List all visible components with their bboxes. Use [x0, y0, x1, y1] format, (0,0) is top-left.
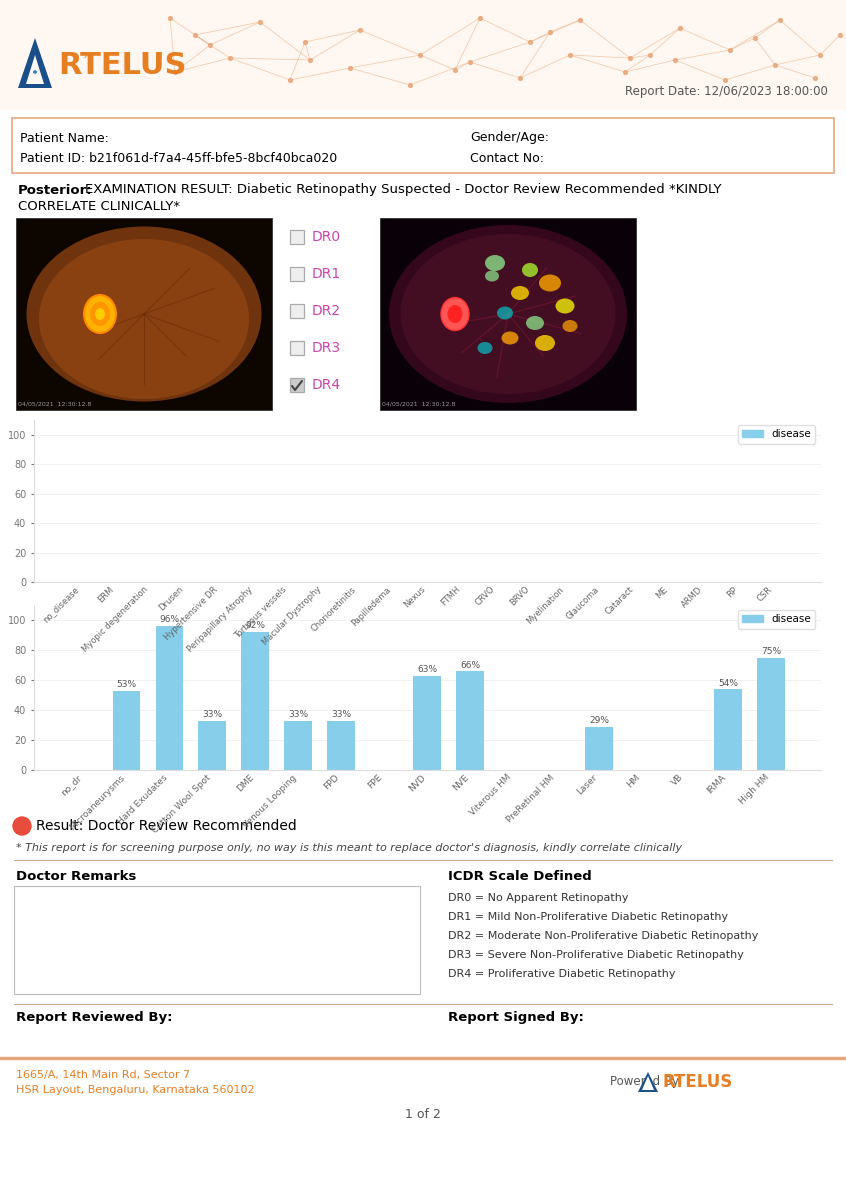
Text: DR0: DR0 [312, 230, 341, 244]
Text: 1665/A, 14th Main Rd, Sector 7: 1665/A, 14th Main Rd, Sector 7 [16, 1070, 190, 1080]
Text: 92%: 92% [245, 622, 266, 630]
Bar [199, 720, 227, 770]
Ellipse shape [95, 308, 105, 320]
Text: 04/05/2021  12:30:12.8: 04/05/2021 12:30:12.8 [18, 402, 91, 407]
Text: Powered By: Powered By [610, 1075, 679, 1088]
FancyBboxPatch shape [0, 0, 846, 110]
Text: Report Date: 12/06/2023 18:00:00: Report Date: 12/06/2023 18:00:00 [625, 85, 828, 98]
Text: Gender/Age:: Gender/Age: [470, 132, 549, 144]
Ellipse shape [511, 286, 529, 300]
Bar [456, 671, 484, 770]
Ellipse shape [522, 263, 538, 277]
Text: 54%: 54% [718, 678, 738, 688]
Text: DR1: DR1 [312, 266, 341, 281]
Bar [413, 676, 442, 770]
Ellipse shape [389, 226, 627, 403]
Text: DR4: DR4 [312, 378, 341, 392]
Text: Posterior:: Posterior: [18, 184, 92, 197]
FancyBboxPatch shape [14, 886, 420, 994]
Text: ICDR Scale Defined: ICDR Scale Defined [448, 870, 591, 882]
Text: DR2 = Moderate Non-Proliferative Diabetic Retinopathy: DR2 = Moderate Non-Proliferative Diabeti… [448, 931, 758, 941]
Ellipse shape [485, 270, 499, 282]
Text: 96%: 96% [159, 616, 179, 624]
Text: CORRELATE CLINICALLY*: CORRELATE CLINICALLY* [18, 200, 180, 214]
Legend: disease: disease [739, 611, 816, 629]
Ellipse shape [502, 331, 519, 344]
Ellipse shape [497, 306, 513, 319]
Bar [585, 726, 613, 770]
Text: DR1 = Mild Non-Proliferative Diabetic Retinopathy: DR1 = Mild Non-Proliferative Diabetic Re… [448, 912, 728, 922]
Ellipse shape [26, 227, 261, 402]
Text: 1 of 2: 1 of 2 [405, 1109, 441, 1122]
Circle shape [13, 817, 31, 835]
Bar [757, 658, 785, 770]
Text: 53%: 53% [117, 680, 136, 689]
Ellipse shape [556, 299, 574, 313]
Ellipse shape [31, 70, 39, 74]
Text: Contact No:: Contact No: [470, 151, 544, 164]
Text: HSR Layout, Bengaluru, Karnataka 560102: HSR Layout, Bengaluru, Karnataka 560102 [16, 1085, 255, 1094]
Ellipse shape [526, 316, 544, 330]
Text: 04/05/2021  12:30:12.8: 04/05/2021 12:30:12.8 [382, 402, 455, 407]
Ellipse shape [84, 295, 116, 332]
Bar [714, 689, 742, 770]
Ellipse shape [448, 305, 463, 323]
FancyBboxPatch shape [290, 341, 304, 355]
Bar [241, 632, 269, 770]
Ellipse shape [39, 239, 249, 398]
Text: Report Reviewed By:: Report Reviewed By: [16, 1012, 173, 1025]
Text: Patient Name:: Patient Name: [20, 132, 109, 144]
Ellipse shape [535, 335, 555, 350]
Ellipse shape [485, 254, 505, 271]
Text: RTELUS: RTELUS [662, 1073, 733, 1091]
Text: DR2: DR2 [312, 304, 341, 318]
FancyBboxPatch shape [290, 378, 304, 392]
Ellipse shape [90, 302, 110, 326]
FancyBboxPatch shape [290, 266, 304, 281]
Polygon shape [26, 55, 44, 84]
Text: * This report is for screening purpose only, no way is this meant to replace doc: * This report is for screening purpose o… [16, 842, 682, 853]
Text: 75%: 75% [761, 647, 781, 656]
Text: DR3 = Severe Non-Proliferative Diabetic Retinopathy: DR3 = Severe Non-Proliferative Diabetic … [448, 950, 744, 960]
Ellipse shape [563, 320, 578, 332]
Text: 33%: 33% [202, 710, 222, 719]
Text: Report Signed By:: Report Signed By: [448, 1012, 584, 1025]
Ellipse shape [33, 71, 37, 73]
Ellipse shape [400, 234, 616, 394]
FancyBboxPatch shape [290, 304, 304, 318]
FancyBboxPatch shape [12, 118, 834, 173]
Bar [327, 720, 355, 770]
Text: RTELUS: RTELUS [58, 50, 186, 79]
Text: EXAMINATION RESULT: Diabetic Retinopathy Suspected - Doctor Review Recommended *: EXAMINATION RESULT: Diabetic Retinopathy… [85, 184, 722, 197]
Text: Patient ID: b21f061d-f7a4-45ff-bfe5-8bcf40bca020: Patient ID: b21f061d-f7a4-45ff-bfe5-8bcf… [20, 151, 338, 164]
Text: DR4 = Proliferative Diabetic Retinopathy: DR4 = Proliferative Diabetic Retinopathy [448, 970, 675, 979]
Ellipse shape [539, 275, 561, 292]
FancyBboxPatch shape [290, 230, 304, 244]
Polygon shape [642, 1076, 654, 1090]
Ellipse shape [441, 298, 469, 330]
FancyBboxPatch shape [16, 218, 272, 410]
Text: Result: Doctor Review Recommended: Result: Doctor Review Recommended [36, 818, 297, 833]
Polygon shape [638, 1072, 658, 1092]
Text: Doctor Remarks: Doctor Remarks [16, 870, 136, 882]
Text: 33%: 33% [332, 710, 351, 719]
Text: 29%: 29% [589, 716, 609, 725]
Text: DR3: DR3 [312, 341, 341, 355]
Text: 66%: 66% [460, 660, 481, 670]
Text: 63%: 63% [417, 665, 437, 674]
FancyBboxPatch shape [380, 218, 636, 410]
Text: ´: ´ [58, 56, 88, 70]
Bar [156, 626, 184, 770]
Legend: disease: disease [739, 425, 816, 444]
Bar [284, 720, 312, 770]
Polygon shape [18, 38, 52, 88]
Ellipse shape [477, 342, 492, 354]
Bar [113, 690, 140, 770]
Text: DR0 = No Apparent Retinopathy: DR0 = No Apparent Retinopathy [448, 893, 629, 902]
Text: 33%: 33% [288, 710, 309, 719]
